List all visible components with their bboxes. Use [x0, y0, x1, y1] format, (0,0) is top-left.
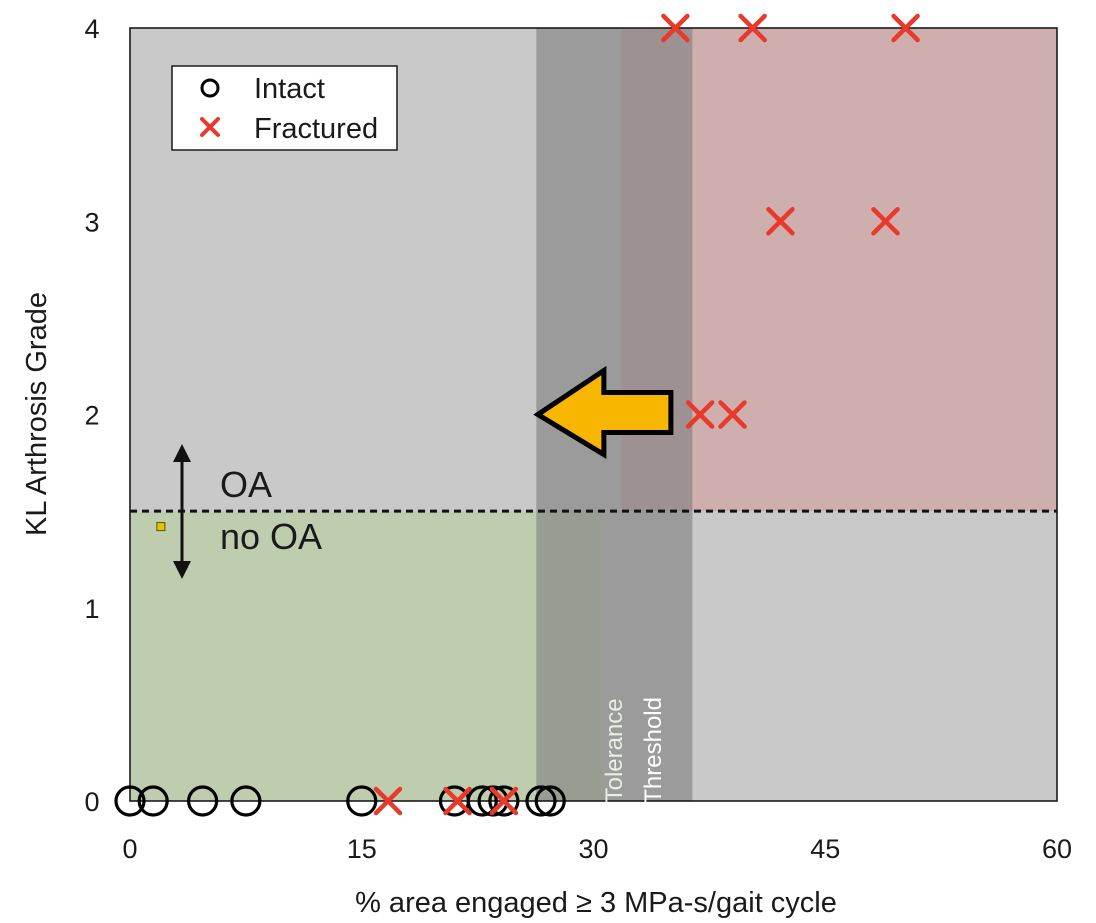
shaded-regions — [130, 28, 1057, 801]
legend: Intact Fractured — [171, 65, 398, 151]
intact-point — [137, 785, 169, 817]
intact-point — [488, 785, 520, 817]
highlight-arrow — [533, 365, 674, 459]
intact-point — [466, 785, 498, 817]
x-tick-label: 0 — [122, 834, 137, 864]
intact-point — [187, 785, 219, 817]
fractured-point — [489, 786, 519, 816]
y-tick-label: 4 — [84, 14, 99, 44]
threshold-label: Threshold — [640, 697, 667, 804]
x-tick-label: 60 — [1042, 834, 1072, 864]
x-tick-label: 45 — [810, 834, 840, 864]
intact-point — [114, 785, 146, 817]
y-tick-label: 0 — [84, 787, 99, 817]
x-axis-label: % area engaged ≥ 3 MPa-s/gait cycle — [355, 887, 837, 919]
fractured-point — [891, 13, 920, 43]
fractured-point — [738, 13, 767, 43]
legend-intact-label: Intact — [254, 73, 325, 105]
fractured-point — [661, 13, 690, 43]
oa-label: OA — [220, 464, 272, 505]
no-oa-label: no OA — [220, 516, 322, 557]
legend-intact-icon — [200, 78, 220, 98]
oa-fracture-zone — [621, 28, 1057, 512]
y-axis-ticks: 0 1 2 3 4 — [84, 14, 99, 817]
data-points — [114, 13, 920, 817]
x-axis-ticks: 0 15 30 45 60 — [122, 834, 1072, 864]
fractured-point — [685, 400, 715, 429]
legend-fractured-icon — [200, 117, 220, 137]
tolerance-label: Tolerance — [601, 698, 628, 802]
y-tick-label: 2 — [84, 401, 99, 431]
fractured-point — [443, 786, 472, 816]
small-marker — [156, 522, 166, 532]
no-oa-zone — [130, 511, 602, 801]
oa-double-arrow — [173, 444, 191, 579]
intact-point — [477, 785, 509, 817]
fractured-point — [373, 786, 403, 816]
y-tick-label: 3 — [84, 207, 99, 237]
fractured-point — [766, 207, 795, 236]
intact-point — [525, 785, 557, 817]
x-tick-label: 15 — [347, 834, 377, 864]
legend-fractured-label: Fractured — [254, 113, 378, 145]
x-tick-label: 30 — [578, 834, 608, 864]
intact-point — [230, 785, 262, 817]
y-axis-label: KL Arthrosis Grade — [21, 292, 53, 536]
fractured-point — [718, 400, 747, 429]
plot-frame — [129, 27, 1058, 802]
intact-point — [346, 785, 378, 817]
y-tick-label: 1 — [84, 594, 99, 624]
intact-point — [534, 785, 566, 817]
fractured-point — [871, 207, 900, 236]
